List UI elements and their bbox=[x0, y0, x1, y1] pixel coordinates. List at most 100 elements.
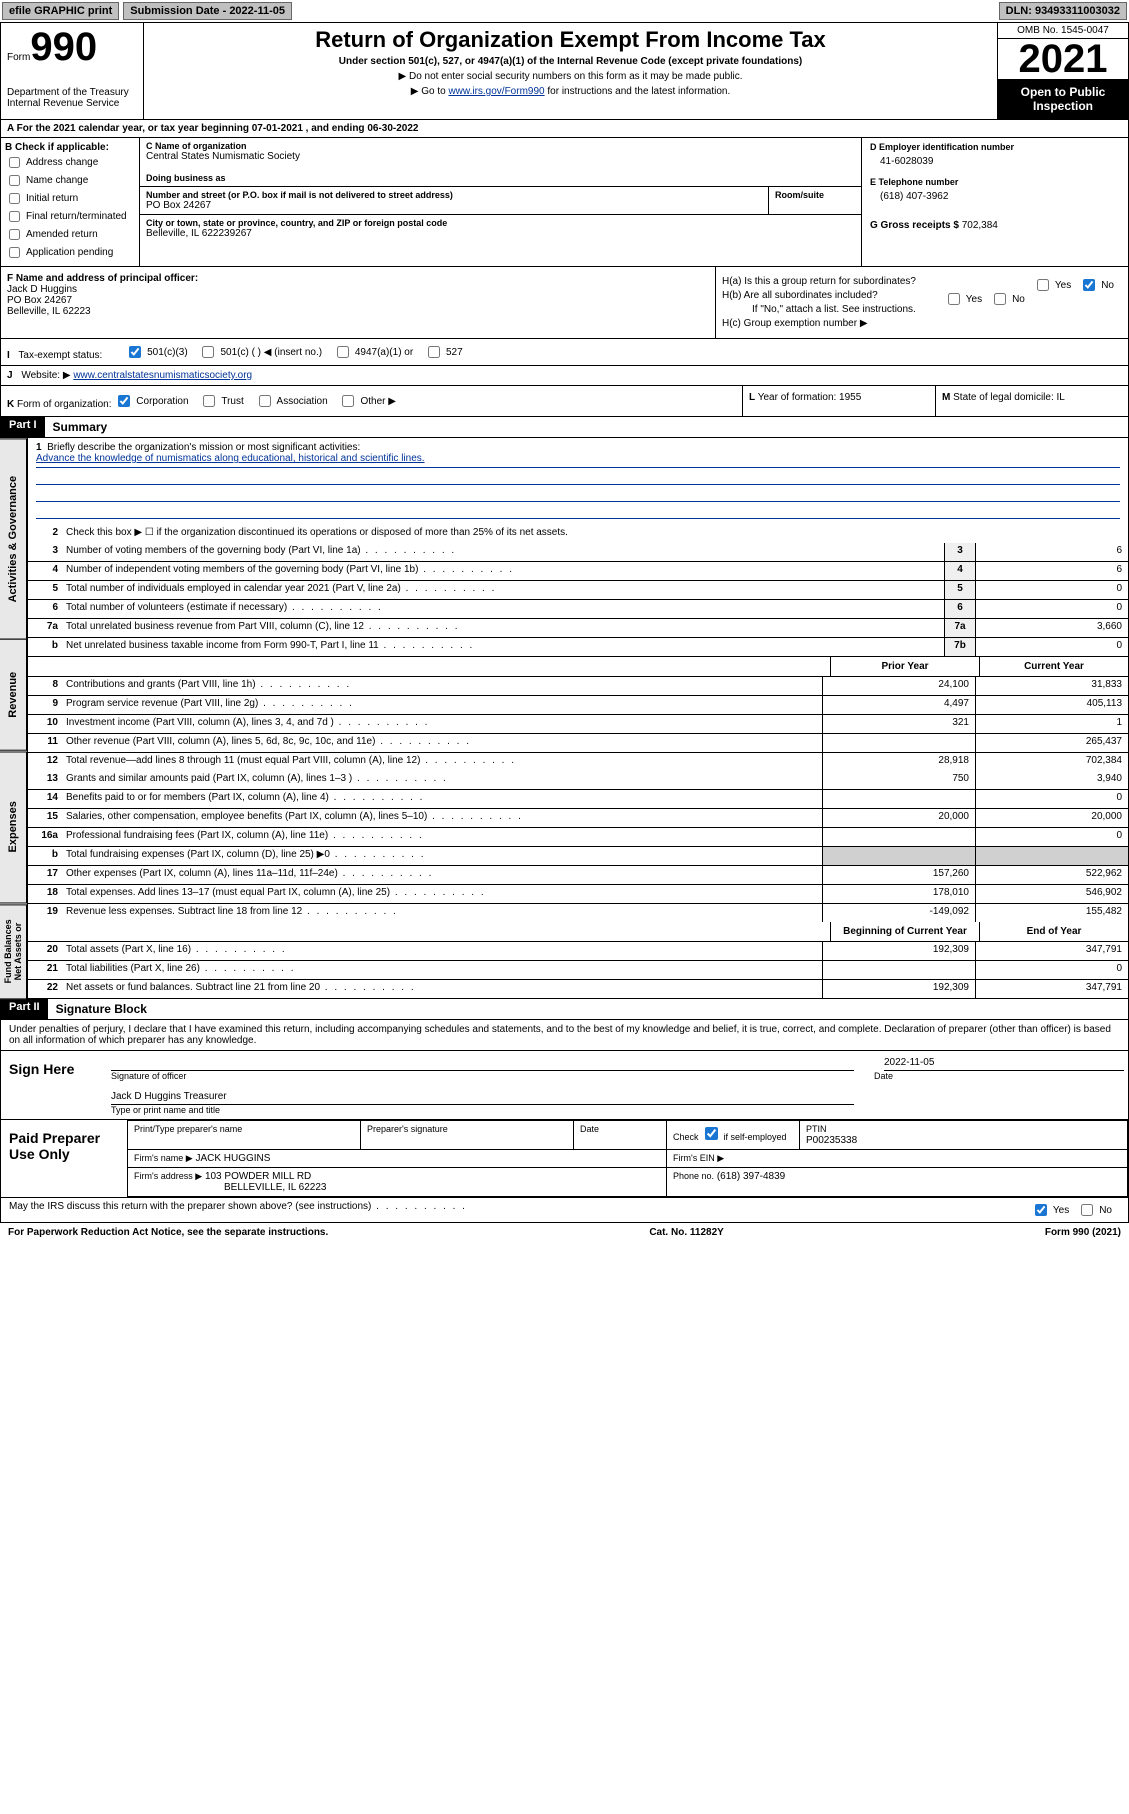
line-num: 9 bbox=[28, 696, 62, 714]
instruction-line-2: ▶ Go to www.irs.gov/Form990 for instruct… bbox=[154, 86, 987, 97]
line-text: Number of voting members of the governin… bbox=[62, 543, 944, 561]
l-text: Year of formation: 1955 bbox=[758, 392, 862, 403]
prior-val bbox=[822, 961, 975, 979]
no-label-2: No bbox=[1012, 294, 1025, 305]
501c3-checkbox[interactable] bbox=[129, 346, 141, 358]
cb-input[interactable] bbox=[9, 175, 20, 186]
line-10: 10Investment income (Part VIII, column (… bbox=[28, 715, 1128, 734]
line-text: Total assets (Part X, line 16) bbox=[62, 942, 822, 960]
website-link[interactable]: www.centralstatesnumismaticsociety.org bbox=[73, 370, 252, 381]
efile-button[interactable]: efile GRAPHIC print bbox=[2, 2, 119, 20]
discuss-no-checkbox[interactable] bbox=[1081, 1204, 1093, 1216]
paid-preparer-label: Paid Preparer Use Only bbox=[1, 1120, 127, 1197]
discuss-row: May the IRS discuss this return with the… bbox=[1, 1197, 1128, 1222]
mission-text[interactable]: Advance the knowledge of numismatics alo… bbox=[36, 453, 425, 464]
current-val: 405,113 bbox=[975, 696, 1128, 714]
checkbox-initial-return: Initial return bbox=[5, 190, 135, 207]
ha-yes-checkbox[interactable] bbox=[1037, 279, 1049, 291]
current-val: 3,940 bbox=[975, 771, 1128, 789]
cb-input[interactable] bbox=[9, 247, 20, 258]
header-right: OMB No. 1545-0047 2021 Open to Public In… bbox=[997, 23, 1128, 119]
line-5: 5Total number of individuals employed in… bbox=[28, 581, 1128, 600]
501c3-label: 501(c)(3) bbox=[147, 347, 188, 358]
row-m: M State of legal domicile: IL bbox=[936, 386, 1128, 416]
line-box: 3 bbox=[944, 543, 975, 561]
h-a-line: H(a) Is this a group return for subordin… bbox=[722, 276, 1122, 287]
line-num: b bbox=[28, 847, 62, 865]
line-text: Total unrelated business revenue from Pa… bbox=[62, 619, 944, 637]
line-box: 7b bbox=[944, 638, 975, 656]
ptin-label: PTIN bbox=[806, 1124, 827, 1134]
part-1-content: Activities & Governance Revenue Expenses… bbox=[0, 438, 1129, 999]
current-val: 155,482 bbox=[975, 904, 1128, 922]
cb-input[interactable] bbox=[9, 157, 20, 168]
527-checkbox[interactable] bbox=[428, 346, 440, 358]
line-15: 15Salaries, other compensation, employee… bbox=[28, 809, 1128, 828]
cb-input[interactable] bbox=[9, 193, 20, 204]
dln-button[interactable]: DLN: 93493311003032 bbox=[999, 2, 1127, 20]
prior-val: 157,260 bbox=[822, 866, 975, 884]
hb-no-checkbox[interactable] bbox=[994, 293, 1006, 305]
line-text: Grants and similar amounts paid (Part IX… bbox=[62, 771, 822, 789]
j-text: Website: ▶ bbox=[21, 370, 70, 381]
part-1-title: Summary bbox=[45, 417, 116, 437]
self-employed-checkbox[interactable] bbox=[705, 1127, 718, 1140]
current-val: 522,962 bbox=[975, 866, 1128, 884]
trust-checkbox[interactable] bbox=[203, 395, 215, 407]
line-num: 20 bbox=[28, 942, 62, 960]
j-label: J bbox=[7, 370, 13, 381]
line-num: 15 bbox=[28, 809, 62, 827]
tab-revenue: Revenue bbox=[0, 639, 27, 751]
f-label: F Name and address of principal officer: bbox=[7, 273, 709, 284]
cb-input[interactable] bbox=[9, 229, 20, 240]
g-text: G Gross receipts $ bbox=[870, 220, 959, 231]
line-num: 3 bbox=[28, 543, 62, 561]
corp-checkbox[interactable] bbox=[118, 395, 130, 407]
prior-val: 750 bbox=[822, 771, 975, 789]
line-num: 13 bbox=[28, 771, 62, 789]
k-label: K bbox=[7, 399, 14, 410]
ha-no-checkbox[interactable] bbox=[1083, 279, 1095, 291]
column-b: B Check if applicable: Address changeNam… bbox=[1, 138, 140, 266]
line-num: 21 bbox=[28, 961, 62, 979]
current-val: 347,791 bbox=[975, 942, 1128, 960]
org-address: PO Box 24267 bbox=[146, 200, 762, 211]
firm-addr1: 103 POWDER MILL RD bbox=[205, 1171, 311, 1182]
assoc-checkbox[interactable] bbox=[259, 395, 271, 407]
prior-val: 321 bbox=[822, 715, 975, 733]
m-text: State of legal domicile: IL bbox=[953, 392, 1065, 403]
501c-checkbox[interactable] bbox=[202, 346, 214, 358]
department-label: Department of the Treasury Internal Reve… bbox=[7, 87, 137, 109]
yes-label: Yes bbox=[1055, 280, 1071, 291]
blank-line-3 bbox=[36, 504, 1120, 519]
hb-yes-checkbox[interactable] bbox=[948, 293, 960, 305]
line-val: 0 bbox=[975, 600, 1128, 618]
row-i: I Tax-exempt status: 501(c)(3) 501(c) ( … bbox=[0, 339, 1129, 366]
irs-link[interactable]: www.irs.gov/Form990 bbox=[448, 86, 544, 97]
4947-checkbox[interactable] bbox=[337, 346, 349, 358]
end-year-header: End of Year bbox=[979, 922, 1128, 941]
501c-label: 501(c) ( ) ◀ (insert no.) bbox=[220, 347, 322, 358]
line-4: 4Number of independent voting members of… bbox=[28, 562, 1128, 581]
corp-label: Corporation bbox=[136, 396, 188, 407]
line-num: 8 bbox=[28, 677, 62, 695]
discuss-no: No bbox=[1099, 1205, 1112, 1216]
other-checkbox[interactable] bbox=[342, 395, 354, 407]
section-f: F Name and address of principal officer:… bbox=[1, 267, 715, 338]
cb-input[interactable] bbox=[9, 211, 20, 222]
no-label: No bbox=[1101, 280, 1114, 291]
hdr-blank-4 bbox=[62, 922, 830, 941]
discuss-yes-checkbox[interactable] bbox=[1035, 1204, 1047, 1216]
cb-label: Name change bbox=[26, 175, 88, 186]
line-text: Number of independent voting members of … bbox=[62, 562, 944, 580]
current-val: 702,384 bbox=[975, 753, 1128, 771]
section-f-h: F Name and address of principal officer:… bbox=[0, 267, 1129, 339]
paid-preparer-row: Paid Preparer Use Only Print/Type prepar… bbox=[1, 1119, 1128, 1197]
line-b: bTotal fundraising expenses (Part IX, co… bbox=[28, 847, 1128, 866]
form-subtitle: Under section 501(c), 527, or 4947(a)(1)… bbox=[154, 56, 987, 67]
line-num: 17 bbox=[28, 866, 62, 884]
submission-date-button[interactable]: Submission Date - 2022-11-05 bbox=[123, 2, 292, 20]
line-num: 16a bbox=[28, 828, 62, 846]
other-label: Other ▶ bbox=[360, 396, 395, 407]
firm-name-label: Firm's name ▶ bbox=[134, 1153, 193, 1163]
